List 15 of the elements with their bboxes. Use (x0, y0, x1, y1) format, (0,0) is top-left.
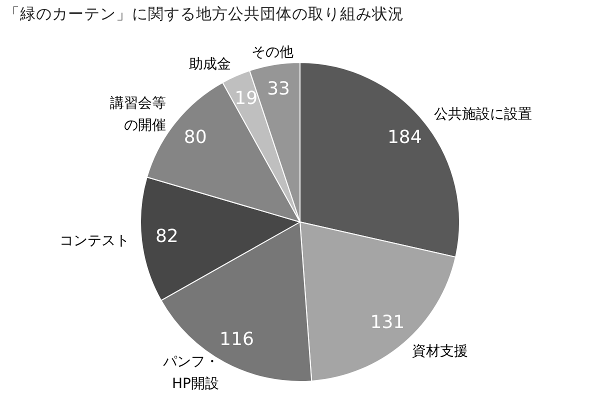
data-label: 80 (184, 126, 207, 148)
data-label: 19 (234, 88, 258, 110)
data-label: 82 (155, 226, 178, 247)
slice-label: 公共施設に設置 (434, 106, 532, 123)
slice-label: 資材支援 (412, 344, 468, 360)
slice-label: コンテスト (60, 233, 130, 250)
data-label: 184 (387, 126, 422, 148)
slice-label: パンフ・HP開設 (162, 354, 219, 392)
slice-label: 講習会等の開催 (110, 96, 166, 134)
data-label: 131 (370, 312, 405, 334)
data-label: 116 (220, 328, 254, 350)
slice-label: その他 (252, 44, 294, 60)
chart-title: 「緑のカーテン」に関する地方公共団体の取り組み状況 (4, 4, 404, 25)
data-label: 33 (267, 78, 290, 100)
slice-label: 助成金 (189, 56, 232, 73)
